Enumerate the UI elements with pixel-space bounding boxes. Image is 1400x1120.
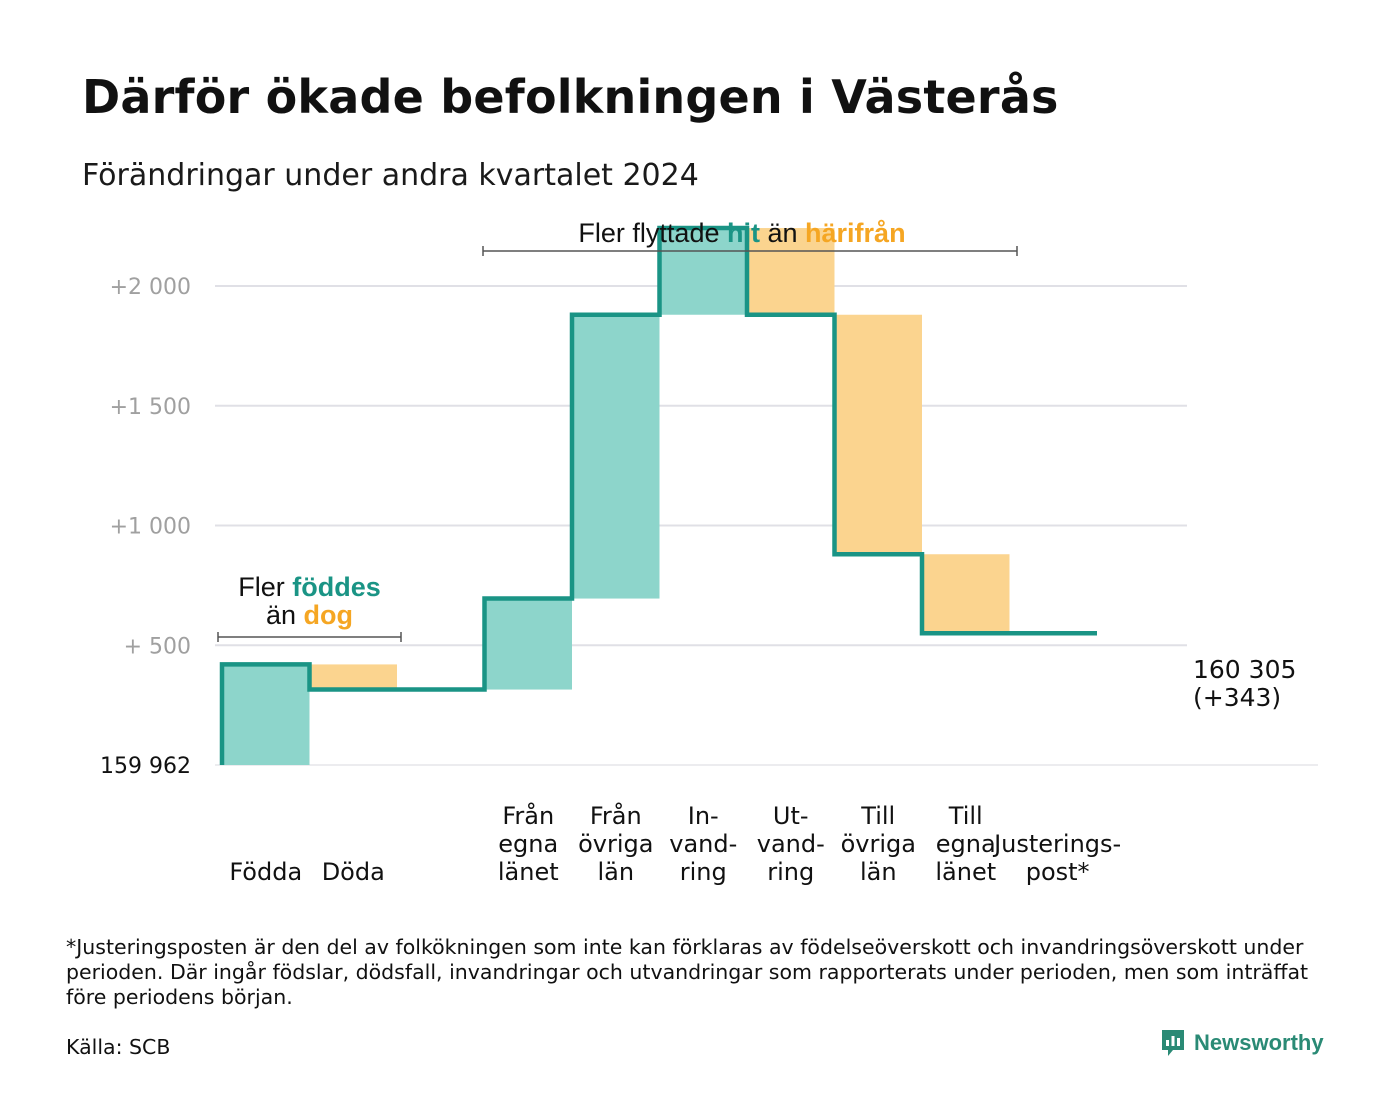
end-change-label: (+343) — [1193, 683, 1281, 712]
category-label: egna — [936, 830, 996, 858]
annotation-part: föddes — [292, 572, 381, 602]
category-label: Döda — [322, 858, 385, 886]
annotation-text: Fler föddes — [238, 572, 381, 602]
brand-name: Newsworthy — [1194, 1030, 1324, 1055]
category-label: Från — [502, 801, 554, 830]
category-label: länet — [498, 858, 559, 886]
source-label: Källa: SCB — [66, 1035, 171, 1059]
waterfall-bar — [922, 554, 1010, 634]
category-label: egna — [498, 830, 558, 858]
category-label: Ut- — [773, 802, 809, 830]
annotation-text: Fler flyttade hit än härifrån — [578, 218, 905, 248]
category-label: vand- — [669, 830, 737, 858]
annotation-part: än — [266, 600, 304, 630]
end-value-label: 160 305 — [1193, 655, 1296, 684]
waterfall-bar — [747, 228, 835, 315]
waterfall-bar — [309, 664, 397, 690]
category-label: övriga — [841, 830, 916, 858]
category-label: ring — [680, 858, 727, 886]
annotation-part: dog — [304, 600, 353, 630]
category-label: övriga — [578, 830, 653, 858]
category-label: Från — [590, 801, 642, 830]
waterfall-bar — [222, 664, 310, 765]
y-tick-label: +1 500 — [110, 395, 191, 420]
category-label: In- — [688, 802, 719, 830]
newsworthy-logo-icon — [1162, 1030, 1184, 1056]
newsworthy-logo: Newsworthy — [1160, 1028, 1324, 1058]
category-label: ring — [767, 858, 814, 886]
annotation-part: härifrån — [805, 218, 906, 248]
category-label: län — [860, 858, 897, 886]
category-label: länet — [935, 858, 996, 886]
category-label: Till — [860, 802, 895, 830]
footnote: *Justeringsposten är den del av folkökni… — [66, 935, 1309, 1009]
annotation-text: än dog — [266, 600, 353, 630]
waterfall-bar — [834, 314, 922, 555]
annotation-part: Fler flyttade — [578, 218, 727, 248]
category-label: Justerings- — [992, 830, 1121, 858]
category-label: post* — [1026, 858, 1090, 886]
annotation-part: hit — [727, 218, 760, 248]
category-label: Födda — [229, 858, 302, 886]
waterfall-chart: + 500 +1 000 +1 500 +2 000 159 962 Födda Döda F… — [100, 218, 1318, 886]
category-label: län — [597, 858, 634, 886]
annotation-part: än — [760, 218, 805, 248]
category-label: vand- — [757, 830, 825, 858]
waterfall-bar — [484, 598, 572, 690]
category-label: Till — [948, 802, 983, 830]
chart-title: Därför ökade befolkningen i Västerås — [82, 70, 1059, 124]
chart-subtitle: Förändringar under andra kvartalet 2024 — [82, 158, 699, 193]
y-tick-label: +1 000 — [110, 515, 191, 540]
waterfall-bar — [659, 228, 747, 315]
annotation-part: Fler — [238, 572, 292, 602]
waterfall-bar — [572, 314, 660, 599]
start-value-label: 159 962 — [100, 754, 191, 779]
y-tick-label: + 500 — [124, 634, 191, 659]
y-tick-label: +2 000 — [110, 275, 191, 300]
cumulative-step-line — [219, 225, 1097, 765]
